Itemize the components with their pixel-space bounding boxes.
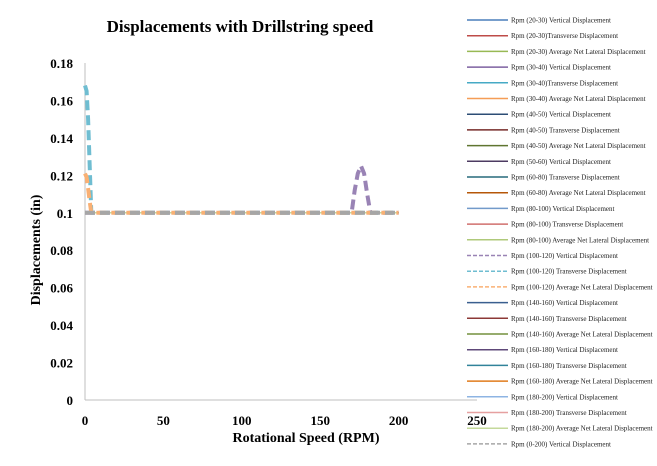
legend-entry: Rpm (180-200) Vertical Displacement <box>511 393 618 401</box>
plot-area <box>84 63 477 401</box>
legend-entry: Rpm (40-50) Transverse Displacement <box>511 126 620 134</box>
series-layer <box>83 84 399 215</box>
x-tick-label: 250 <box>467 413 487 428</box>
x-tick-label: 100 <box>232 413 252 428</box>
legend-entry: Rpm (140-160) Average Net Lateral Displa… <box>511 331 653 339</box>
x-tick-labels: 0 50 100 150 200 250 <box>82 413 487 428</box>
legend: Rpm (20-30) Vertical Displacement Rpm (20… <box>467 17 653 448</box>
legend-entry: Rpm (0-200) Vertical Displacement <box>511 440 611 448</box>
series-line <box>83 84 399 215</box>
y-tick-labels: 0 0.02 0.04 0.06 0.08 0.1 0.12 0.14 0.16 0.18 <box>50 56 73 408</box>
y-tick-label: 0.18 <box>50 56 73 71</box>
series-line <box>83 172 399 215</box>
legend-entry: Rpm (40-50) Vertical Displacement <box>511 111 611 119</box>
x-tick-label: 150 <box>310 413 330 428</box>
legend-entry: Rpm (100-120) Average Net Lateral Displa… <box>511 283 653 291</box>
legend-entry: Rpm (140-160) Vertical Displacement <box>511 299 618 307</box>
x-tick-label: 200 <box>389 413 409 428</box>
legend-entry: Rpm (80-100) Transverse Displacement <box>511 221 623 229</box>
x-tick-label: 50 <box>157 413 170 428</box>
legend-entry: Rpm (30-40) Vertical Displacement <box>511 64 611 72</box>
legend-entry: Rpm (30-40)Transverse Displacement <box>511 79 618 87</box>
legend-entry: Rpm (40-50) Average Net Lateral Displace… <box>511 142 646 150</box>
legend-entry: Rpm (100-120) Transverse Displacement <box>511 268 627 276</box>
y-tick-label: 0.02 <box>50 356 73 371</box>
legend-entry: Rpm (50-60) Vertical Displacement <box>511 158 611 166</box>
y-tick-label: 0.06 <box>50 281 73 296</box>
legend-entry: Rpm (20-30)Transverse Displacement <box>511 32 618 40</box>
legend-entry: Rpm (180-200) Transverse Displacement <box>511 409 627 417</box>
y-tick-label: 0.16 <box>50 93 73 108</box>
legend-entry: Rpm (160-180) Vertical Displacement <box>511 346 618 354</box>
legend-entry: Rpm (80-100) Vertical Displacement <box>511 205 615 213</box>
legend-entry: Rpm (30-40) Average Net Lateral Displace… <box>511 95 646 103</box>
series-line <box>85 164 399 215</box>
legend-entry: Rpm (160-180) Transverse Displacement <box>511 362 627 370</box>
y-tick-label: 0.12 <box>50 168 73 183</box>
y-tick-label: 0.1 <box>57 206 73 221</box>
x-axis-label: Rotational Speed (RPM) <box>233 431 380 446</box>
y-tick-label: 0.14 <box>50 131 73 146</box>
legend-entry: Rpm (20-30) Average Net Lateral Displace… <box>511 48 646 56</box>
legend-entry: Rpm (100-120) Vertical Displacement <box>511 252 618 260</box>
legend-entry: Rpm (160-180) Average Net Lateral Displa… <box>511 378 653 386</box>
legend-entry: Rpm (60-80) Average Net Lateral Displace… <box>511 189 646 197</box>
x-tick-label: 0 <box>82 413 89 428</box>
chart-title: Displacements with Drillstring speed <box>107 17 374 36</box>
legend-entry: Rpm (80-100) Average Net Lateral Displac… <box>511 236 649 244</box>
y-axis-label: Displacements (in) <box>29 194 44 305</box>
legend-entry: Rpm (20-30) Vertical Displacement <box>511 17 611 25</box>
legend-entry: Rpm (180-200) Average Net Lateral Displa… <box>511 425 653 433</box>
y-tick-label: 0.08 <box>50 243 73 258</box>
legend-entry: Rpm (60-80) Transverse Displacement <box>511 174 620 182</box>
y-tick-label: 0.04 <box>50 318 73 333</box>
y-tick-label: 0 <box>67 393 74 408</box>
legend-entry: Rpm (140-160) Transverse Displacement <box>511 315 627 323</box>
